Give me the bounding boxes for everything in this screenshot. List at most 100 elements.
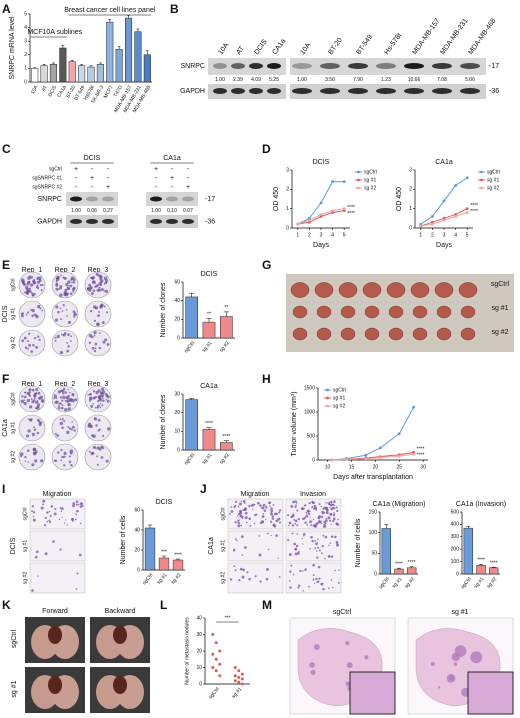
panel-letter: I xyxy=(2,482,5,496)
colony xyxy=(104,289,108,294)
cell xyxy=(332,503,335,506)
dot xyxy=(233,674,237,678)
colony xyxy=(19,452,24,456)
colony xyxy=(31,432,36,437)
cell xyxy=(315,577,318,581)
point xyxy=(431,220,434,224)
colony xyxy=(72,281,76,284)
colony xyxy=(34,401,37,404)
colony xyxy=(26,398,30,403)
colony xyxy=(59,350,64,355)
cell xyxy=(337,581,340,584)
point xyxy=(397,454,401,458)
row-label: sg #2 xyxy=(220,572,226,584)
micrograph xyxy=(29,498,86,530)
cell xyxy=(48,510,51,513)
colony xyxy=(60,448,63,452)
colony xyxy=(66,315,68,317)
colony xyxy=(59,396,63,399)
colony xyxy=(24,346,27,349)
cell xyxy=(330,523,332,525)
y-tick-label: 30 xyxy=(196,632,202,638)
x-tick-label: sg #1 xyxy=(201,452,214,465)
cell xyxy=(289,570,292,573)
colony xyxy=(90,292,94,296)
colony xyxy=(70,335,73,338)
cell xyxy=(294,548,298,551)
colony xyxy=(97,314,100,317)
cell xyxy=(229,512,231,515)
cell xyxy=(314,582,316,585)
cell xyxy=(305,511,308,514)
cell xyxy=(320,505,323,508)
row-label: sgCtrl xyxy=(491,281,510,288)
significance: **** xyxy=(417,453,425,459)
y-tick-label: 30 xyxy=(174,391,180,397)
colony xyxy=(54,318,59,322)
cell xyxy=(290,505,294,508)
cell xyxy=(315,508,318,511)
colony xyxy=(63,451,67,455)
y-tick-label: 300 xyxy=(451,534,460,540)
colony xyxy=(27,276,31,280)
cell xyxy=(332,519,335,523)
band-ratio: 1.23 xyxy=(381,77,391,83)
colony xyxy=(102,397,104,400)
colony xyxy=(39,284,42,287)
point xyxy=(412,450,416,454)
cell xyxy=(292,513,295,516)
cell xyxy=(61,516,63,519)
colony xyxy=(66,342,69,344)
cell xyxy=(66,524,68,526)
colony xyxy=(67,320,72,325)
band-ratio: 5.25 xyxy=(269,77,279,83)
colony xyxy=(20,399,25,404)
colony xyxy=(61,404,64,407)
cell xyxy=(270,509,274,513)
cell xyxy=(308,501,311,505)
bar xyxy=(158,557,170,571)
colony xyxy=(93,417,96,420)
colony xyxy=(31,463,35,467)
colony xyxy=(54,336,57,339)
y-tick-label: 0 xyxy=(177,447,180,453)
dot xyxy=(214,657,218,661)
series-line xyxy=(332,406,415,461)
cell xyxy=(294,552,298,556)
colony xyxy=(93,330,97,335)
bar xyxy=(125,17,133,83)
cell xyxy=(324,535,328,539)
colony xyxy=(90,404,94,408)
colony xyxy=(20,314,24,318)
colony xyxy=(69,284,73,288)
colony xyxy=(98,346,101,350)
colony xyxy=(35,345,39,349)
band xyxy=(166,219,178,224)
band xyxy=(267,63,281,69)
cell xyxy=(253,522,256,525)
colony xyxy=(100,456,104,459)
colony xyxy=(65,282,69,287)
significance: **** xyxy=(470,203,478,209)
cell xyxy=(320,522,323,525)
tumor xyxy=(388,305,404,319)
cell xyxy=(321,545,324,548)
y-tick-label: 20 xyxy=(196,648,202,654)
blot xyxy=(208,84,286,99)
legend-marker xyxy=(326,388,329,392)
colony xyxy=(89,392,92,396)
cell xyxy=(59,507,62,509)
row-label: sg #1 xyxy=(11,680,18,697)
colony xyxy=(57,390,61,394)
colony xyxy=(72,278,76,282)
y-tick-label: 0 xyxy=(374,571,377,577)
colony xyxy=(87,422,92,426)
band-ratio: 0.06 xyxy=(87,208,97,214)
cell xyxy=(328,502,330,504)
cell xyxy=(276,520,278,523)
y-axis-label: OD 450 xyxy=(396,187,403,211)
colony xyxy=(92,390,96,393)
bar xyxy=(144,527,156,571)
dot xyxy=(211,652,215,656)
protein-label: SNRPC xyxy=(37,196,62,203)
